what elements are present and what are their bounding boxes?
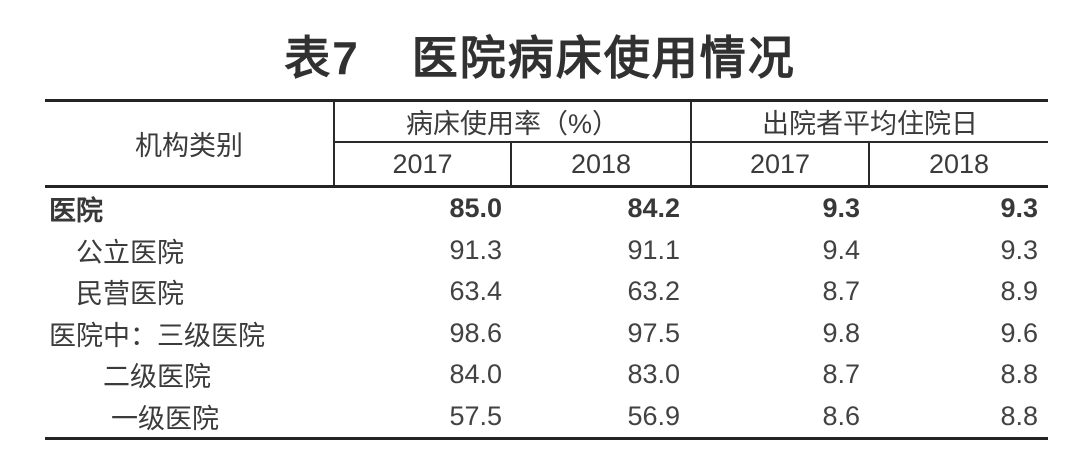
cell-value: 9.8 [822, 317, 860, 348]
cell-value: 9.4 [822, 234, 860, 265]
cell-value: 84.2 [627, 193, 680, 224]
cell-value: 9.6 [1000, 317, 1038, 348]
table-header: 机构类别 病床使用率（%） 出院者平均住院日 2017 2018 2017 20… [45, 99, 1048, 188]
row-label: 二级医院 [103, 362, 211, 393]
row-label: 一级医院 [111, 403, 219, 434]
header-cell-category: 机构类别 [45, 102, 335, 185]
cell-value: 91.3 [449, 234, 502, 265]
row-label: 民营医院 [76, 279, 184, 310]
cell-value: 9.3 [822, 193, 860, 224]
header-group-avg-stay: 出院者平均住院日 [690, 102, 1048, 143]
header-year-occupancy-2017: 2017 [335, 143, 512, 185]
page-title: 表7 医院病床使用情况 [0, 22, 1080, 88]
table-body: 医院 85.0 84.2 9.3 9.3 公立医院 91.3 91.1 9.4 … [45, 188, 1048, 440]
hospital-bed-usage-table: 机构类别 病床使用率（%） 出院者平均住院日 2017 2018 2017 20… [45, 99, 1048, 440]
cell-value: 63.2 [627, 276, 680, 307]
cell-value: 97.5 [627, 317, 680, 348]
cell-value: 8.9 [1000, 276, 1038, 307]
cell-value: 56.9 [627, 400, 680, 431]
row-label: 医院 [49, 196, 103, 227]
cell-value: 9.3 [1000, 234, 1038, 265]
header-year-occupancy-2018: 2018 [570, 148, 632, 179]
cell-value: 8.8 [1000, 359, 1038, 390]
cell-value: 8.7 [822, 276, 860, 307]
cell-value: 8.7 [822, 359, 860, 390]
cell-value: 84.0 [449, 359, 502, 390]
row-label: 医院中：三级医院 [49, 320, 265, 351]
cell-value: 9.3 [1000, 193, 1038, 224]
cell-value: 98.6 [449, 317, 502, 348]
cell-value: 57.5 [449, 400, 502, 431]
cell-value: 91.1 [627, 234, 680, 265]
header-year-stay-2017: 2017 [690, 143, 870, 185]
header-year-stay-2018: 2018 [928, 148, 990, 179]
cell-value: 83.0 [627, 359, 680, 390]
table-title-text: 医院病床使用情况 [411, 32, 796, 84]
row-label: 公立医院 [76, 237, 184, 268]
cell-value: 8.8 [1000, 400, 1038, 431]
cell-value: 63.4 [449, 276, 502, 307]
cell-value: 85.0 [449, 193, 502, 224]
table-number: 表7 [284, 32, 360, 84]
header-group-bed-occupancy: 病床使用率（%） [335, 102, 690, 143]
cell-value: 8.6 [822, 400, 860, 431]
